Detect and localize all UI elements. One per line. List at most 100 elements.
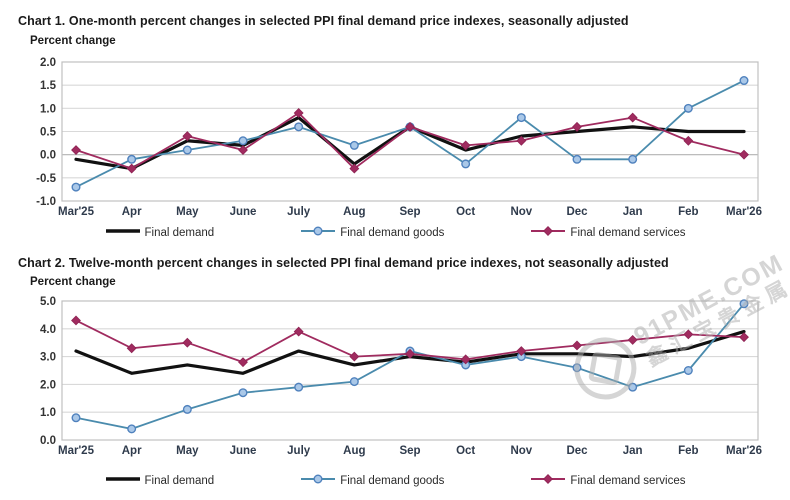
- data-point-marker: [543, 474, 554, 484]
- data-point-marker: [628, 382, 638, 392]
- data-point-marker: [71, 413, 81, 423]
- data-point-marker: [627, 334, 638, 345]
- data-point-marker: [572, 340, 582, 351]
- data-point-marker: [71, 315, 81, 326]
- data-point-marker: [628, 154, 638, 164]
- y-tick-label: -1.0: [36, 196, 56, 208]
- data-point-marker: [683, 329, 694, 340]
- legend-item-final-demand: Final demand: [105, 472, 214, 490]
- data-point-marker: [683, 103, 693, 113]
- legend-label: Final demand goods: [340, 475, 445, 487]
- data-point-marker: [349, 377, 359, 387]
- final-demand-line-icon: [105, 472, 141, 490]
- x-tick-label: Dec: [566, 206, 588, 218]
- data-point-marker: [572, 121, 582, 132]
- data-point-marker: [683, 365, 693, 375]
- x-tick-label: Mar'26: [726, 206, 762, 218]
- plot-border: [61, 300, 759, 441]
- data-point-marker: [405, 348, 415, 359]
- x-tick-label: Nov: [510, 445, 532, 457]
- series-line: [75, 112, 745, 170]
- x-tick-label: Oct: [456, 445, 475, 457]
- x-tick-label: Mar'25: [58, 206, 95, 218]
- series-final-demand-services: [71, 315, 749, 368]
- legend-item-final-demand-services: Final demand services: [530, 472, 685, 490]
- data-point-marker: [516, 113, 526, 123]
- data-point-marker: [238, 145, 248, 155]
- data-point-marker: [238, 357, 248, 368]
- data-point-marker: [572, 363, 582, 373]
- legend-item-final-demand-goods: Final demand goods: [300, 472, 444, 490]
- x-tick-label: Aug: [343, 206, 365, 218]
- x-axis-ticks: Mar'25 Apr May June July Aug Sep Oct Nov Dec Jan Fe…: [58, 206, 762, 218]
- services-line-diamond-icon: [530, 224, 566, 242]
- y-tick-label: -0.5: [36, 173, 56, 185]
- data-point-marker: [349, 163, 360, 174]
- services-line-diamond-icon: [530, 472, 566, 490]
- x-tick-label: Feb: [678, 206, 698, 218]
- legend-item-final-demand-services: Final demand services: [530, 224, 685, 242]
- data-point-marker: [461, 159, 471, 169]
- x-tick-label: Jan: [623, 206, 643, 218]
- data-point-marker: [460, 354, 471, 365]
- x-tick-label: May: [176, 206, 199, 218]
- data-point-marker: [182, 131, 193, 142]
- legend-label: Final demand goods: [340, 227, 445, 239]
- y-tick-label: 1.0: [40, 407, 56, 419]
- x-tick-label: Apr: [122, 206, 142, 218]
- y-tick-label: 3.0: [40, 352, 56, 364]
- x-tick-label: Sep: [399, 445, 420, 457]
- data-point-marker: [739, 332, 749, 343]
- y-tick-label: 2.0: [40, 379, 56, 391]
- x-tick-label: Apr: [122, 445, 142, 457]
- chart1-legend: Final demand Final demand goods Final de…: [0, 224, 790, 242]
- chart1-axis-title: Percent change: [30, 35, 116, 47]
- data-point-marker: [293, 326, 304, 337]
- legend-label: Final demand services: [570, 227, 686, 239]
- goods-line-circle-icon: [300, 224, 336, 242]
- data-point-marker: [126, 343, 137, 354]
- data-point-marker: [126, 163, 137, 174]
- data-point-marker: [127, 424, 137, 434]
- data-point-marker: [739, 299, 749, 309]
- data-point-marker: [182, 337, 193, 348]
- data-point-marker: [294, 122, 304, 132]
- data-point-marker: [572, 154, 582, 164]
- x-tick-label: Aug: [343, 445, 365, 457]
- chart2-legend: Final demand Final demand goods Final de…: [0, 472, 790, 490]
- data-point-marker: [739, 149, 749, 160]
- y-axis-ticks: 5.0 4.0 3.0 2.0 1.0 0.0: [40, 296, 56, 447]
- goods-line-circle-icon: [300, 472, 336, 490]
- x-tick-label: Feb: [678, 445, 698, 457]
- y-tick-label: 0.5: [40, 127, 57, 139]
- x-tick-label: May: [176, 445, 199, 457]
- series-line: [75, 79, 745, 189]
- x-axis-ticks: Mar'25 Apr May June July Aug Sep Oct Nov Dec Jan Fe…: [58, 445, 762, 457]
- y-tick-label: 1.0: [40, 103, 56, 115]
- y-tick-label: 5.0: [40, 296, 56, 308]
- data-point-marker: [71, 145, 81, 155]
- y-tick-label: 0.0: [40, 435, 56, 447]
- data-point-marker: [627, 112, 638, 123]
- data-point-marker: [313, 474, 323, 484]
- data-point-marker: [516, 135, 527, 146]
- y-tick-label: 4.0: [40, 324, 56, 336]
- data-point-marker: [182, 404, 192, 414]
- data-point-marker: [71, 182, 81, 192]
- chart2-axis-title: Percent change: [30, 276, 116, 288]
- x-tick-label: Mar'26: [726, 445, 762, 457]
- x-tick-label: July: [287, 445, 311, 457]
- x-tick-label: June: [230, 445, 257, 457]
- x-tick-label: Mar'25: [58, 445, 95, 457]
- data-point-marker: [313, 226, 323, 236]
- data-point-marker: [405, 121, 415, 132]
- data-point-marker: [543, 226, 554, 236]
- legend-label: Final demand services: [570, 475, 686, 487]
- y-axis-ticks: 2.0 1.5 1.0 0.5 0.0 -0.5 -1.0: [36, 57, 56, 208]
- data-point-marker: [294, 382, 304, 392]
- chart1-title: Chart 1. One-month percent changes in se…: [18, 14, 629, 28]
- x-tick-label: Sep: [399, 206, 420, 218]
- data-point-marker: [238, 136, 248, 146]
